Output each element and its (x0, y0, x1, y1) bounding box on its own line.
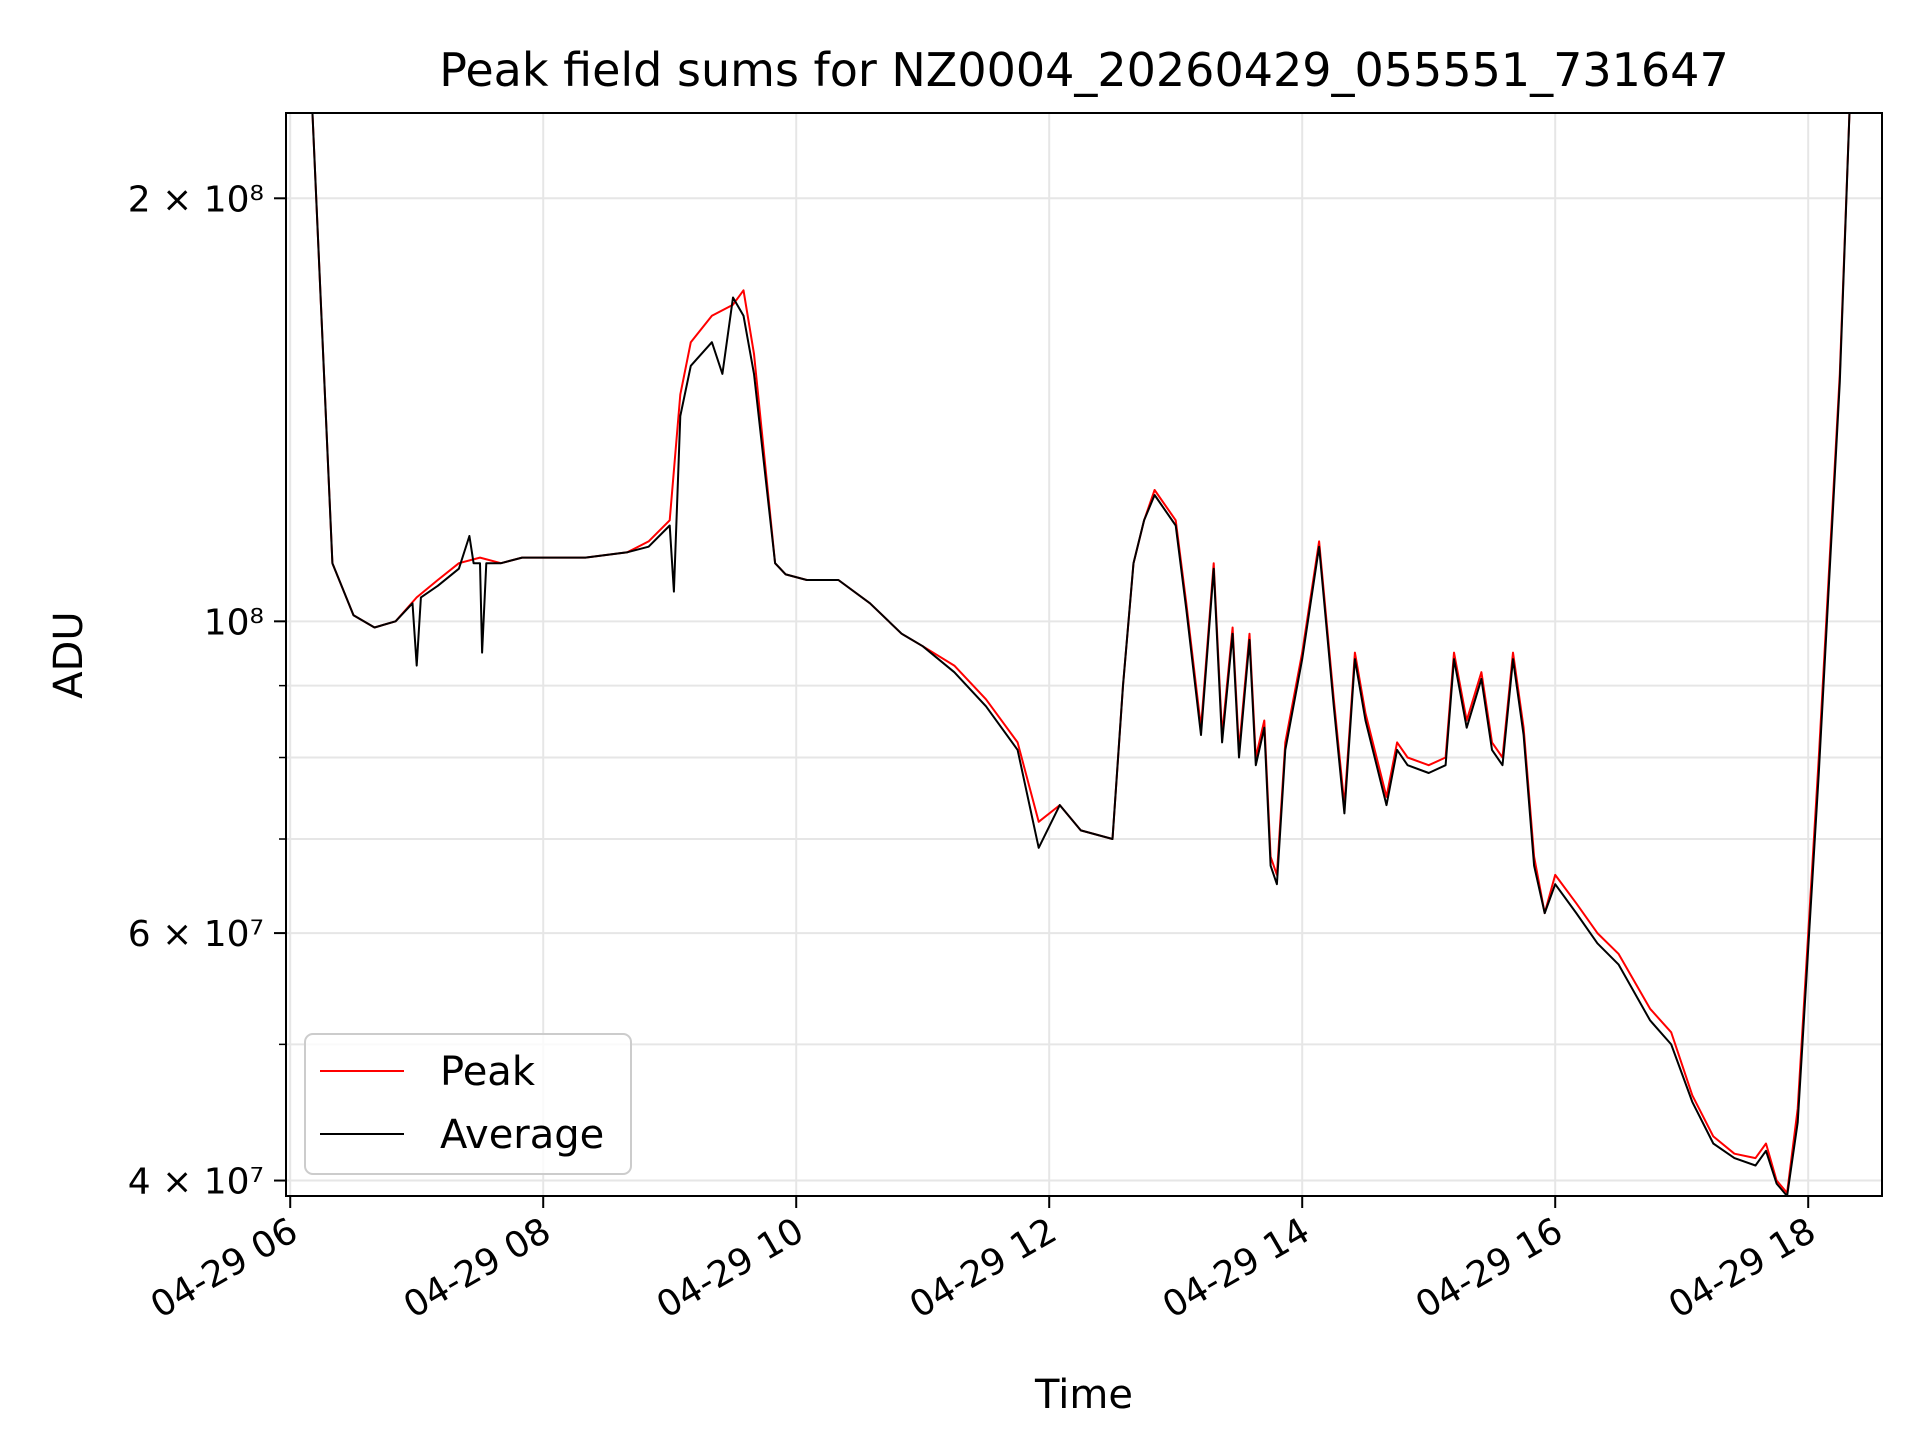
series-line-average (311, 113, 1851, 1196)
plot-frame (285, 112, 1883, 1197)
x-axis-label: Time (1034, 1372, 1133, 1418)
x-tick-label: 04-29 12 (903, 1210, 1064, 1326)
legend-label-average: Average (440, 1112, 604, 1158)
series-line-peak (311, 113, 1851, 1194)
x-tick-label: 04-29 06 (144, 1210, 305, 1326)
legend: Peak Average (304, 1033, 632, 1175)
x-tick-label: 04-29 16 (1409, 1210, 1570, 1326)
x-tick-label: 04-29 08 (397, 1210, 558, 1326)
y-axis-label: ADU (46, 611, 92, 698)
y-tick-label: 4 × 10⁷ (128, 1162, 264, 1203)
chart-title: Peak field sums for NZ0004_20260429_0555… (439, 43, 1728, 97)
x-tick-label: 04-29 10 (650, 1210, 811, 1326)
legend-box (304, 1033, 632, 1175)
legend-label-peak: Peak (440, 1049, 536, 1095)
y-tick-label: 2 × 10⁸ (128, 179, 264, 220)
y-tick-label: 10⁸ (204, 602, 264, 643)
x-tick-label: 04-29 14 (1156, 1210, 1317, 1326)
plot-series (311, 113, 1851, 1196)
y-tick-label: 6 × 10⁷ (128, 914, 264, 955)
y-axis: 4 × 10⁷ 6 × 10⁷ 10⁸ 2 × 10⁸ (128, 179, 286, 1203)
x-axis: 04-29 06 04-29 08 04-29 10 04-29 12 04-29 14… (144, 1196, 1823, 1327)
x-tick-label: 04-29 18 (1662, 1210, 1823, 1326)
